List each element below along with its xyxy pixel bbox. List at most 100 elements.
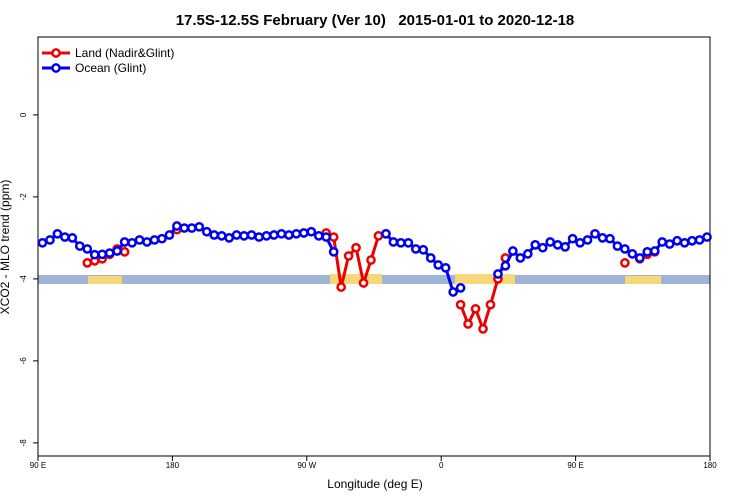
legend-marker bbox=[51, 63, 61, 73]
data-point bbox=[358, 278, 369, 288]
data-point bbox=[239, 230, 249, 241]
data-point bbox=[500, 260, 511, 271]
data-point bbox=[687, 235, 697, 246]
data-point bbox=[455, 299, 466, 310]
data-point bbox=[396, 237, 406, 248]
data-point bbox=[149, 235, 160, 245]
data-point bbox=[291, 228, 302, 239]
data-point bbox=[634, 253, 645, 263]
data-point bbox=[381, 228, 391, 239]
data-point bbox=[104, 248, 115, 258]
data-point bbox=[97, 249, 108, 260]
data-point bbox=[545, 237, 556, 247]
data-point bbox=[657, 237, 668, 247]
data-point bbox=[530, 240, 541, 250]
data-point bbox=[209, 230, 220, 240]
data-point bbox=[89, 249, 100, 260]
land-strip bbox=[625, 276, 661, 284]
data-point bbox=[702, 232, 712, 242]
data-point bbox=[328, 246, 339, 257]
data-point bbox=[612, 241, 623, 251]
legend-label: Land (Nadir&Glint) bbox=[75, 46, 174, 60]
data-point bbox=[605, 233, 615, 244]
data-point bbox=[620, 258, 630, 268]
data-point bbox=[157, 233, 167, 244]
data-point bbox=[261, 230, 272, 241]
data-point bbox=[179, 223, 190, 233]
data-point bbox=[410, 244, 421, 254]
data-point bbox=[575, 237, 585, 248]
land-strip bbox=[330, 274, 382, 284]
data-point bbox=[172, 221, 182, 231]
series bbox=[37, 221, 712, 297]
data-point bbox=[74, 241, 85, 251]
legend-label: Ocean (Glint) bbox=[75, 61, 146, 75]
data-point bbox=[403, 237, 414, 248]
data-point bbox=[52, 228, 63, 239]
data-point bbox=[298, 228, 309, 238]
land-strip bbox=[455, 274, 515, 284]
data-point bbox=[343, 251, 354, 261]
data-point bbox=[142, 237, 152, 247]
data-point bbox=[45, 235, 55, 245]
data-point bbox=[321, 232, 332, 242]
data-point bbox=[119, 246, 130, 257]
surface-strip bbox=[38, 274, 710, 284]
data-point bbox=[224, 233, 234, 243]
land-strip bbox=[88, 276, 122, 284]
data-point bbox=[463, 319, 473, 329]
data-point bbox=[664, 239, 675, 249]
y-tick-label: -6 bbox=[19, 357, 28, 365]
legend-marker bbox=[51, 48, 61, 58]
data-point bbox=[269, 230, 279, 240]
data-point bbox=[37, 237, 48, 248]
data-point bbox=[336, 282, 346, 292]
data-point bbox=[485, 299, 496, 310]
data-point bbox=[60, 232, 70, 242]
data-point bbox=[642, 246, 653, 257]
y-tick-label: -4 bbox=[19, 275, 28, 283]
data-point bbox=[186, 223, 197, 233]
data-point bbox=[627, 249, 638, 259]
data-point bbox=[254, 232, 264, 242]
x-tick-label: 180 bbox=[166, 461, 180, 470]
data-point bbox=[455, 283, 466, 293]
data-point bbox=[351, 242, 361, 253]
data-point bbox=[194, 221, 205, 232]
y-tick-label: -2 bbox=[19, 193, 28, 201]
data-point bbox=[67, 233, 78, 243]
data-point bbox=[373, 230, 384, 241]
data-point bbox=[448, 287, 458, 297]
data-point bbox=[164, 230, 175, 240]
data-point bbox=[313, 230, 324, 241]
data-point bbox=[537, 242, 548, 253]
data-point bbox=[306, 226, 317, 237]
data-point bbox=[82, 258, 93, 268]
data-point bbox=[478, 324, 488, 334]
data-point bbox=[388, 237, 399, 247]
y-tick-label: -8 bbox=[19, 439, 28, 447]
x-tick-label: 0 bbox=[439, 461, 444, 470]
data-point bbox=[119, 237, 130, 247]
data-point bbox=[127, 237, 137, 248]
data-point bbox=[620, 244, 630, 254]
data-point bbox=[522, 249, 533, 259]
data-point bbox=[508, 246, 518, 256]
y-axis-label: XCO2 - MLO trend (ppm) bbox=[0, 180, 12, 315]
data-point bbox=[694, 235, 705, 245]
data-point bbox=[582, 235, 593, 245]
data-point bbox=[567, 233, 578, 244]
data-point bbox=[418, 244, 429, 255]
x-tick-label: 90 W bbox=[297, 461, 316, 470]
data-point bbox=[433, 260, 444, 270]
data-point bbox=[284, 230, 294, 240]
data-point bbox=[679, 237, 690, 248]
data-point bbox=[440, 262, 451, 273]
data-point bbox=[201, 226, 212, 237]
y-tick-label: 0 bbox=[19, 112, 28, 117]
data-point bbox=[552, 240, 563, 250]
data-point bbox=[366, 255, 376, 265]
x-tick-label: 90 E bbox=[567, 461, 583, 470]
data-point bbox=[112, 246, 122, 256]
